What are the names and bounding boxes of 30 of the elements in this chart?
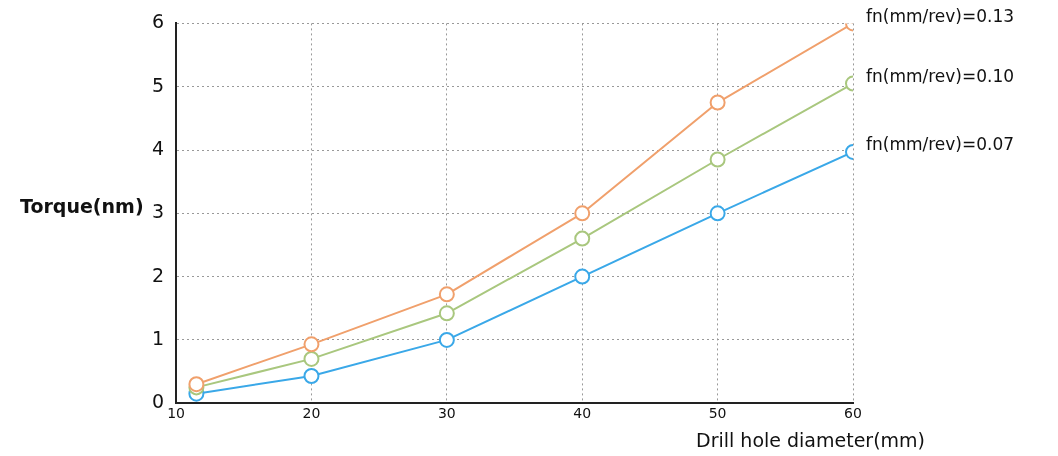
point <box>303 350 320 367</box>
x-tick-label: 10 <box>167 405 185 422</box>
series-label: fn(mm/rev)=0.13 <box>866 5 1015 26</box>
y-tick-label: 1 <box>151 326 165 349</box>
series-label: fn(mm/rev)=0.10 <box>866 65 1015 86</box>
point <box>574 205 591 222</box>
point <box>574 268 591 285</box>
point <box>574 230 591 247</box>
x-tick-label: 60 <box>844 405 862 422</box>
x-tick-label: 40 <box>573 405 592 422</box>
x-tick-label: 30 <box>437 405 456 422</box>
series-label: fn(mm/rev)=0.07 <box>866 134 1015 155</box>
y-tick-label: 4 <box>151 136 165 159</box>
y-tick-label: 3 <box>151 200 165 223</box>
point <box>303 367 320 384</box>
point <box>438 305 455 322</box>
point <box>438 331 455 348</box>
point <box>303 336 320 353</box>
y-tick-label: 6 <box>151 10 165 33</box>
y-tick-label: 5 <box>151 73 165 96</box>
y-tick-label: 0 <box>151 390 165 413</box>
y-axis-title: Torque(nm) <box>20 195 144 218</box>
point <box>709 94 726 111</box>
x-tick-label: 50 <box>708 405 727 422</box>
x-tick-label: 20 <box>302 405 321 422</box>
point <box>709 205 726 222</box>
x-axis-title: Drill hole diameter(mm) <box>696 429 925 452</box>
point <box>438 286 455 303</box>
y-tick-label: 2 <box>151 263 165 286</box>
point <box>709 151 726 168</box>
